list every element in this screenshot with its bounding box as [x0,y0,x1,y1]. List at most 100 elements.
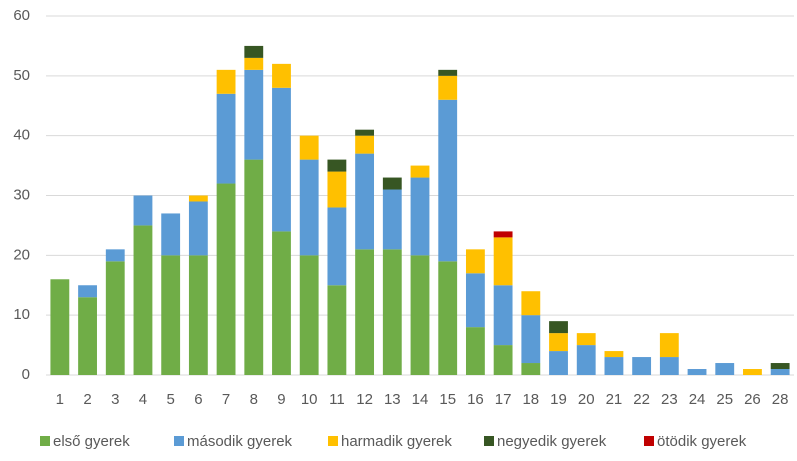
bar-segment [244,45,264,58]
bar-segment [493,285,513,346]
x-tick-label: 28 [772,391,789,408]
y-tick-label: 20 [13,246,30,263]
x-tick-label: 1 [56,391,64,408]
bar-segment [438,69,458,76]
bar-segment [382,177,402,190]
bar-segment [78,297,97,375]
bar-segment [105,249,125,262]
x-tick-label: 4 [139,391,147,408]
bar-segment [743,369,762,375]
legend-swatch [484,436,494,446]
x-tick-label: 17 [495,391,512,408]
bar-segment [576,345,596,375]
bar-segment [493,345,513,375]
bar-segment [327,171,347,208]
legend-label: negyedik gyerek [497,433,607,450]
bar-segment [216,93,236,184]
bar-segment [299,255,319,375]
y-tick-label: 60 [13,7,30,24]
x-tick-label: 24 [689,391,706,408]
bar-segment [355,249,375,375]
x-tick-label: 3 [111,391,119,408]
bar-segment [244,57,264,70]
bar-segment [382,189,402,250]
x-tick-label: 6 [194,391,202,408]
x-tick-label: 13 [384,391,401,408]
y-tick-label: 10 [13,306,30,323]
y-tick-label: 50 [13,67,30,84]
bar-segment [133,225,153,375]
bar-segment [549,321,568,334]
bar-segment [632,357,652,375]
bar-segment [161,213,181,256]
bar-segment [465,273,485,328]
bar-segment [355,135,375,154]
bar-segment [327,207,347,286]
x-tick-label: 10 [301,391,318,408]
bar-segment [687,369,707,375]
bar-segment [438,75,458,100]
legend-swatch [644,436,654,446]
x-tick-label: 20 [578,391,595,408]
bar-segment [355,129,375,136]
bar-segment [604,351,624,358]
bar-segment [244,159,264,375]
bar-segment [216,183,236,375]
legend-label: második gyerek [187,433,293,450]
legend-swatch [174,436,184,446]
bar-segment [299,135,319,160]
x-tick-label: 23 [661,391,678,408]
legend-label: harmadik gyerek [341,433,452,450]
bar-segment [521,363,541,375]
bar-segment [410,177,430,256]
x-tick-label: 2 [83,391,91,408]
bar-segment [161,255,181,375]
x-tick-label: 21 [606,391,623,408]
bar-segment [327,285,347,375]
bar-segment [549,351,568,375]
bar-segment [770,363,790,370]
bar-segment [299,159,319,256]
y-tick-label: 30 [13,186,30,203]
bar-segment [659,333,679,358]
legend-swatch [40,436,50,446]
bar-segment [50,279,70,375]
bar-segment [604,357,624,375]
x-tick-label: 16 [467,391,484,408]
bar-segment [355,153,375,250]
bar-segment [465,327,485,375]
bar-segment [188,201,208,256]
x-tick-label: 26 [744,391,761,408]
y-tick-label: 0 [22,366,30,383]
bar-segment [272,231,291,375]
bar-segment [493,237,513,286]
bar-segment [382,249,402,375]
x-tick-label: 19 [550,391,567,408]
x-tick-label: 25 [716,391,733,408]
x-tick-label: 22 [633,391,650,408]
bar-segment [659,357,679,375]
x-tick-label: 9 [277,391,285,408]
bar-segment [272,87,291,232]
bar-segment [327,159,347,172]
x-tick-label: 14 [412,391,429,408]
bar-segment [770,369,790,375]
x-tick-label: 11 [329,391,345,408]
x-tick-label: 7 [222,391,230,408]
legend-label: első gyerek [53,433,130,450]
bar-segment [465,249,485,274]
bar-segment [216,69,236,94]
bar-segment [188,255,208,375]
bar-segment [133,195,153,226]
bar-segment [410,255,430,375]
x-tick-label: 5 [166,391,174,408]
bar-segment [493,231,513,238]
bar-segment [188,195,208,202]
bar-segment [410,165,430,178]
bar-segment [244,69,264,160]
bar-segment [78,285,97,298]
x-tick-label: 15 [439,391,456,408]
x-tick-label: 12 [356,391,373,408]
bar-segment [521,315,541,364]
legend-label: ötödik gyerek [657,433,747,450]
